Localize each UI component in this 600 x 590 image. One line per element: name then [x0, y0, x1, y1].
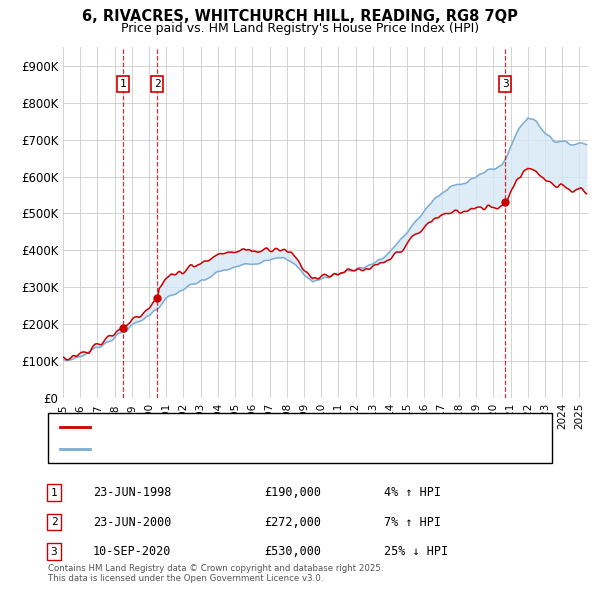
Text: 23-JUN-1998: 23-JUN-1998 — [93, 486, 172, 499]
Text: £190,000: £190,000 — [264, 486, 321, 499]
Text: 2: 2 — [50, 517, 58, 527]
Text: 4% ↑ HPI: 4% ↑ HPI — [384, 486, 441, 499]
Text: Price paid vs. HM Land Registry's House Price Index (HPI): Price paid vs. HM Land Registry's House … — [121, 22, 479, 35]
Text: £272,000: £272,000 — [264, 516, 321, 529]
Text: 25% ↓ HPI: 25% ↓ HPI — [384, 545, 448, 558]
Text: 3: 3 — [502, 79, 509, 89]
Text: 7% ↑ HPI: 7% ↑ HPI — [384, 516, 441, 529]
Text: £530,000: £530,000 — [264, 545, 321, 558]
Text: Contains HM Land Registry data © Crown copyright and database right 2025.
This d: Contains HM Land Registry data © Crown c… — [48, 563, 383, 583]
Text: 2: 2 — [154, 79, 161, 89]
Text: 3: 3 — [50, 547, 58, 556]
Text: 6, RIVACRES, WHITCHURCH HILL, READING, RG8 7QP (detached house): 6, RIVACRES, WHITCHURCH HILL, READING, R… — [96, 422, 485, 432]
Text: 6, RIVACRES, WHITCHURCH HILL, READING, RG8 7QP: 6, RIVACRES, WHITCHURCH HILL, READING, R… — [82, 9, 518, 24]
Text: 10-SEP-2020: 10-SEP-2020 — [93, 545, 172, 558]
Text: 1: 1 — [119, 79, 126, 89]
Text: 23-JUN-2000: 23-JUN-2000 — [93, 516, 172, 529]
Text: HPI: Average price, detached house, South Oxfordshire: HPI: Average price, detached house, Sout… — [96, 444, 397, 454]
Text: 1: 1 — [50, 488, 58, 497]
